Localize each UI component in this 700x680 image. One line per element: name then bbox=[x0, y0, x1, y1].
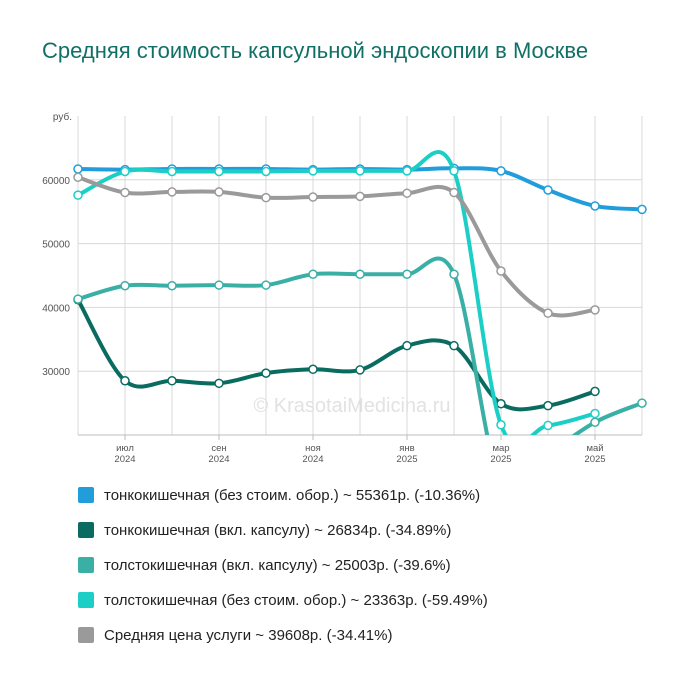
data-point[interactable] bbox=[73, 172, 83, 182]
legend-label: толстокишечная (без стоим. обор.) ~ 2336… bbox=[104, 591, 488, 609]
data-point[interactable] bbox=[214, 187, 224, 197]
legend-item[interactable]: тонкокишечная (без стоим. обор.) ~ 55361… bbox=[78, 482, 678, 508]
data-point[interactable] bbox=[402, 166, 412, 176]
data-point[interactable] bbox=[73, 294, 83, 304]
data-point[interactable] bbox=[261, 166, 271, 177]
y-tick-label: 60000 bbox=[42, 176, 70, 187]
legend-label: тонкокишечная (без стоим. обор.) ~ 55361… bbox=[104, 486, 481, 504]
x-tick-label: май bbox=[586, 443, 603, 454]
y-tick-label: 50000 bbox=[42, 240, 70, 251]
data-point[interactable] bbox=[543, 400, 553, 411]
x-tick-year: 2025 bbox=[396, 454, 417, 465]
data-point[interactable] bbox=[449, 340, 459, 351]
series-5 bbox=[73, 172, 600, 318]
y-tick-label: 40000 bbox=[42, 303, 70, 314]
legend-item[interactable]: Средняя цена услуги ~ 39608р. (-34.41%) bbox=[78, 622, 678, 648]
watermark: © KrasotaiMedicina.ru bbox=[253, 395, 450, 417]
series-line bbox=[76, 256, 644, 435]
data-point[interactable] bbox=[73, 164, 83, 174]
data-point[interactable] bbox=[637, 398, 647, 408]
data-point[interactable] bbox=[543, 185, 553, 195]
data-point[interactable] bbox=[167, 187, 177, 197]
x-axis-ticks: июл2024сен2024ноя2024янв2025мар2025май20… bbox=[114, 435, 606, 465]
data-point[interactable] bbox=[402, 340, 412, 351]
data-point[interactable] bbox=[167, 376, 177, 386]
legend-swatch bbox=[78, 592, 94, 608]
data-point[interactable] bbox=[214, 166, 224, 177]
series-3 bbox=[73, 256, 647, 458]
data-point[interactable] bbox=[167, 280, 177, 291]
legend: тонкокишечная (без стоим. обор.) ~ 55361… bbox=[78, 482, 678, 657]
x-tick-year: 2024 bbox=[302, 454, 323, 465]
data-point[interactable] bbox=[496, 420, 506, 430]
legend-item[interactable]: толстокишечная (без стоим. обор.) ~ 2336… bbox=[78, 587, 678, 613]
data-point[interactable] bbox=[590, 417, 600, 427]
data-point[interactable] bbox=[590, 408, 600, 419]
legend-item[interactable]: тонкокишечная (вкл. капсулу) ~ 26834р. (… bbox=[78, 517, 678, 543]
legend-label: тонкокишечная (вкл. капсулу) ~ 26834р. (… bbox=[104, 521, 452, 539]
x-tick-label: янв bbox=[399, 443, 414, 454]
data-point[interactable] bbox=[214, 378, 224, 389]
x-tick-year: 2024 bbox=[114, 454, 135, 465]
y-axis-unit: руб. bbox=[53, 111, 72, 123]
data-point[interactable] bbox=[402, 269, 412, 279]
x-tick-year: 2025 bbox=[584, 454, 605, 465]
data-point[interactable] bbox=[449, 269, 459, 279]
data-point[interactable] bbox=[449, 166, 459, 176]
x-tick-label: сен bbox=[211, 443, 226, 454]
data-point[interactable] bbox=[167, 166, 177, 177]
x-tick-year: 2024 bbox=[208, 454, 229, 465]
legend-item[interactable]: толстокишечная (вкл. капсулу) ~ 25003р. … bbox=[78, 552, 678, 578]
x-tick-year: 2025 bbox=[490, 454, 511, 465]
chart-title: Средняя стоимость капсульной эндоскопии … bbox=[42, 38, 589, 63]
data-point[interactable] bbox=[544, 450, 552, 458]
data-point[interactable] bbox=[120, 187, 130, 198]
data-point[interactable] bbox=[261, 280, 271, 290]
legend-swatch bbox=[78, 487, 94, 503]
data-point[interactable] bbox=[590, 201, 600, 211]
data-point[interactable] bbox=[355, 191, 365, 202]
data-point[interactable] bbox=[543, 308, 553, 318]
data-point[interactable] bbox=[543, 420, 553, 431]
data-point[interactable] bbox=[308, 364, 318, 375]
data-point[interactable] bbox=[120, 280, 130, 291]
series-4 bbox=[73, 150, 600, 435]
data-point[interactable] bbox=[496, 398, 506, 409]
data-point[interactable] bbox=[355, 166, 365, 176]
data-point[interactable] bbox=[73, 190, 83, 200]
legend-swatch bbox=[78, 627, 94, 643]
data-point[interactable] bbox=[120, 376, 130, 386]
y-axis-ticks: руб. 30000 40000 50000 60000 bbox=[42, 111, 72, 378]
data-point[interactable] bbox=[355, 365, 365, 375]
data-point[interactable] bbox=[261, 368, 271, 378]
data-point[interactable] bbox=[308, 269, 318, 279]
data-point[interactable] bbox=[355, 269, 365, 279]
series-2 bbox=[73, 294, 600, 412]
y-tick-label: 30000 bbox=[42, 367, 70, 378]
series-line bbox=[76, 175, 597, 318]
data-point[interactable] bbox=[496, 266, 506, 276]
data-point[interactable] bbox=[590, 305, 600, 315]
data-point[interactable] bbox=[120, 166, 130, 177]
data-point[interactable] bbox=[402, 188, 412, 198]
legend-swatch bbox=[78, 522, 94, 538]
data-point[interactable] bbox=[214, 280, 224, 290]
data-point[interactable] bbox=[590, 386, 600, 397]
x-tick-label: июл bbox=[116, 443, 134, 454]
data-point[interactable] bbox=[637, 204, 647, 215]
legend-swatch bbox=[78, 557, 94, 573]
data-point[interactable] bbox=[261, 192, 271, 203]
data-point[interactable] bbox=[496, 166, 506, 176]
series-lines bbox=[73, 150, 647, 458]
data-point[interactable] bbox=[449, 187, 459, 198]
x-tick-label: мар bbox=[492, 443, 509, 454]
data-point[interactable] bbox=[308, 192, 318, 202]
series-line bbox=[76, 297, 597, 412]
legend-label: толстокишечная (вкл. капсулу) ~ 25003р. … bbox=[104, 556, 451, 574]
x-tick-label: ноя bbox=[305, 443, 321, 454]
data-point[interactable] bbox=[308, 166, 318, 176]
legend-label: Средняя цена услуги ~ 39608р. (-34.41%) bbox=[104, 626, 393, 644]
